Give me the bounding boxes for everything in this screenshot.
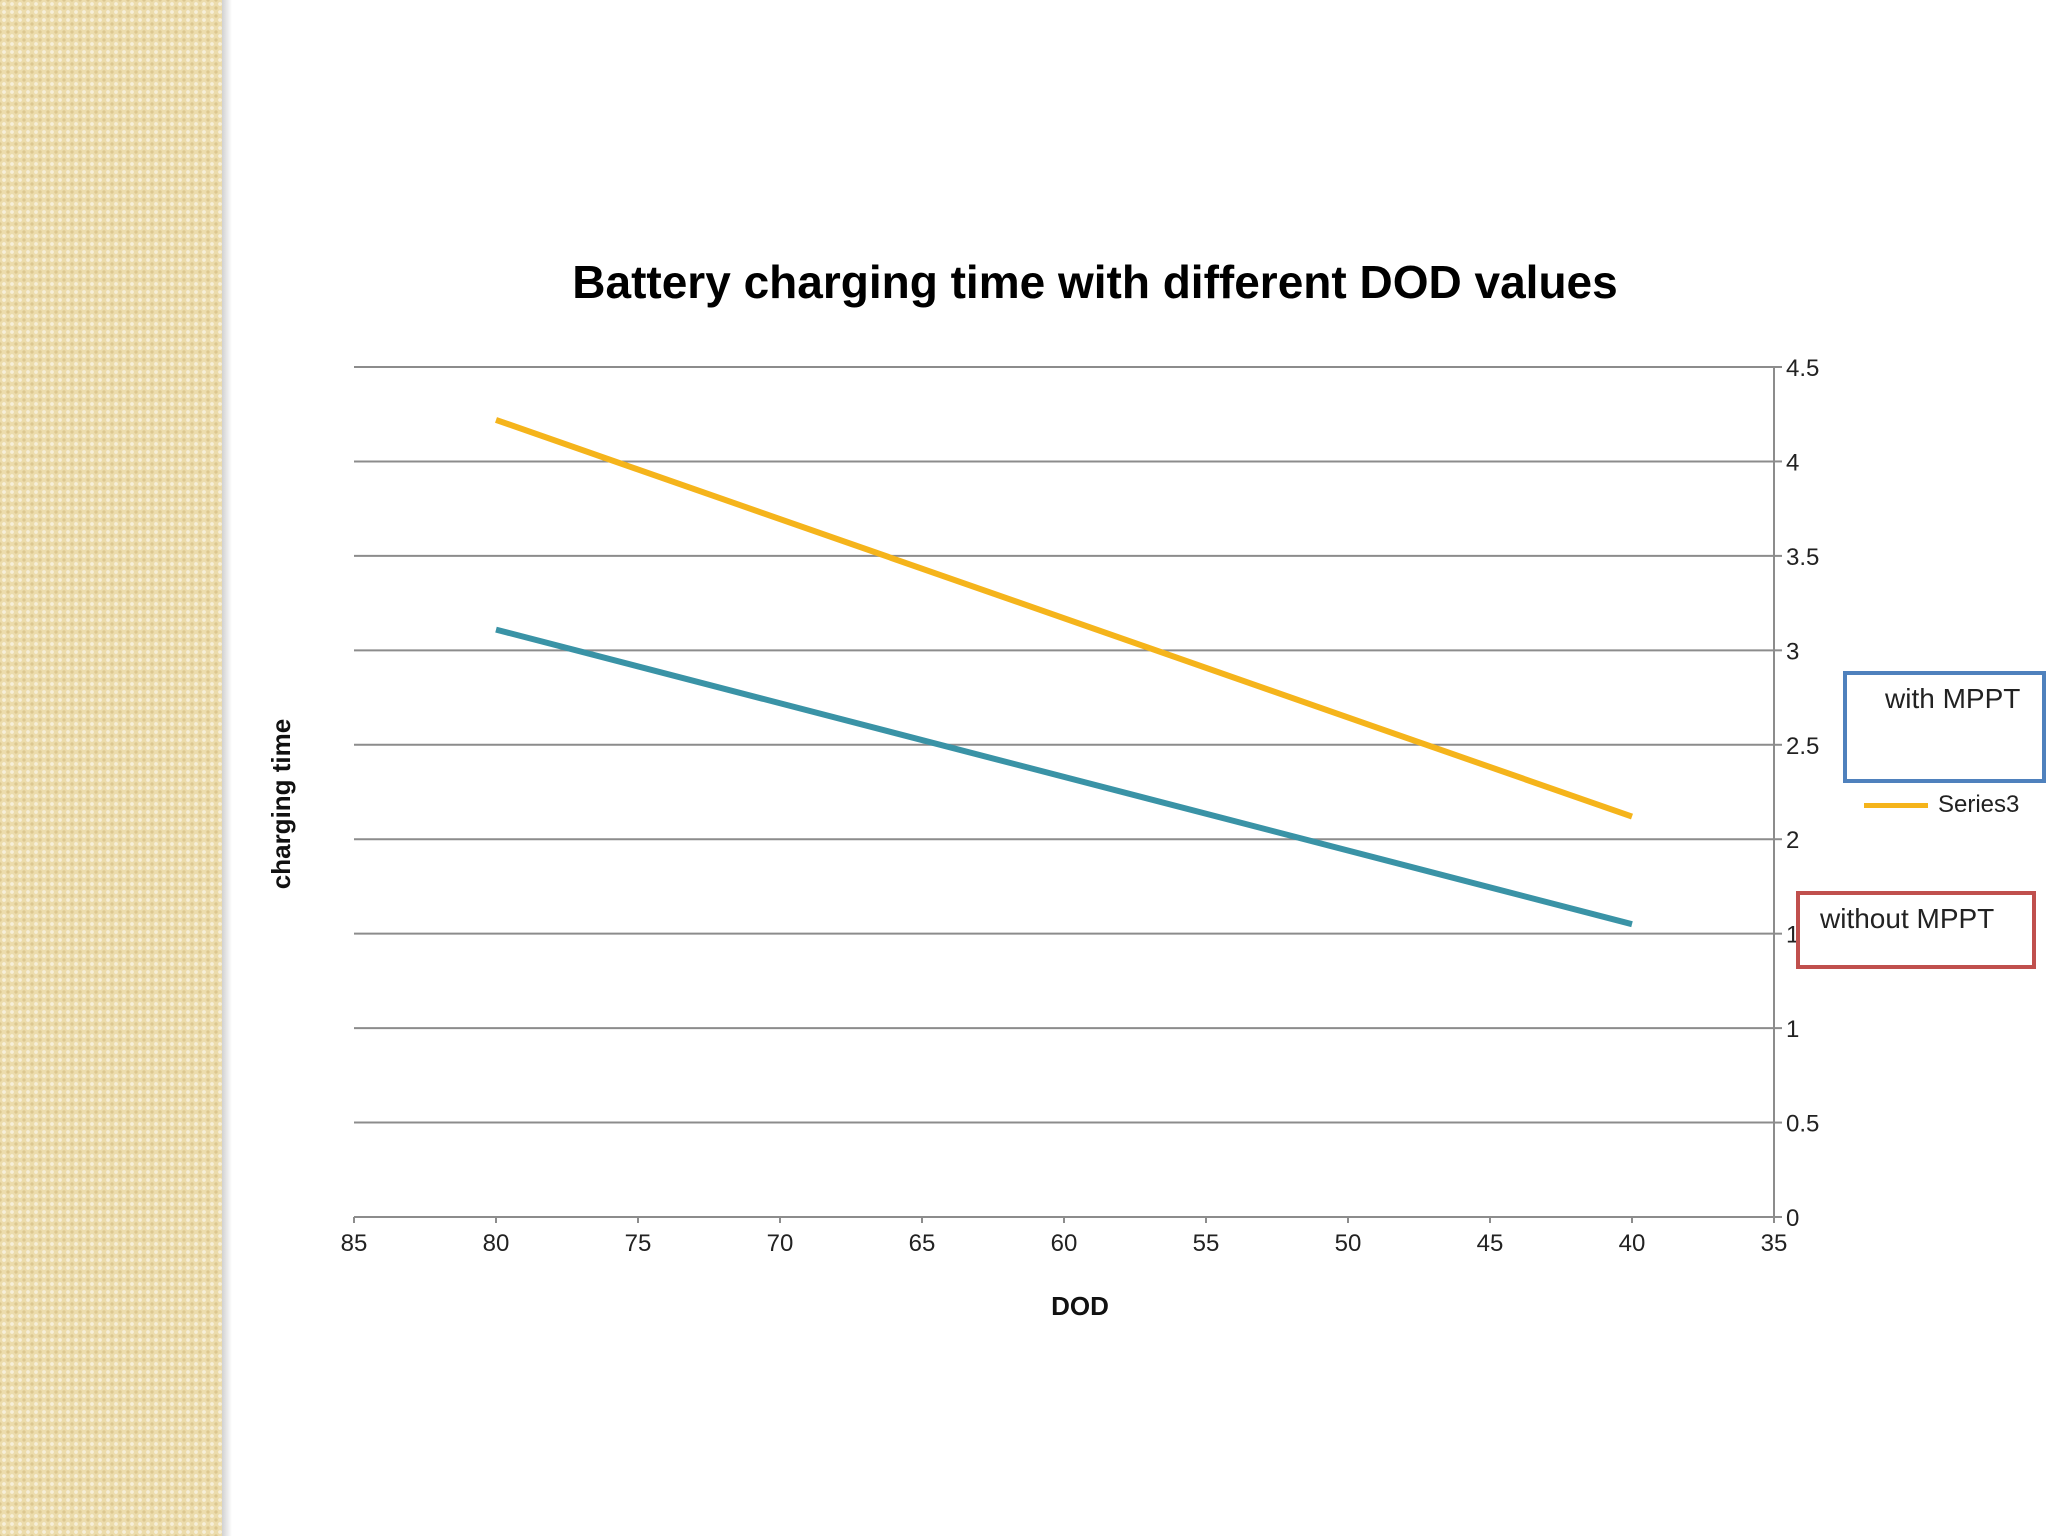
y-tick-label: 0.5 (1786, 1111, 1819, 1138)
series-line-1 (495, 417, 1633, 820)
legend-series3: Series3 (1864, 790, 2019, 820)
legend-without-mppt: without MPPT (1796, 891, 2036, 969)
y-tick-label: 3 (1786, 638, 1799, 665)
y-tick-label: 0 (1786, 1205, 1799, 1232)
x-tick-label: 60 (1051, 1230, 1078, 1257)
y-tick-label: 3.5 (1786, 544, 1819, 571)
x-axis-label: DOD (1051, 1291, 1109, 1321)
x-tick-label: 35 (1761, 1230, 1788, 1257)
x-tick-label: 50 (1335, 1230, 1362, 1257)
grid-lines (354, 366, 1774, 1124)
x-tick-label: 55 (1193, 1230, 1220, 1257)
series-lines (495, 417, 1633, 928)
slide-side-shadow (222, 0, 232, 1536)
y-axis-label: charging time (266, 719, 296, 889)
x-tick-label: 40 (1619, 1230, 1646, 1257)
legend-without-mppt-label: without MPPT (1820, 903, 1995, 934)
legend-with-mppt-label: with MPPT (1885, 683, 2021, 714)
chart-title: Battery charging time with different DOD… (572, 256, 1617, 308)
slide-side-texture (0, 0, 222, 1536)
x-tick-label: 65 (909, 1230, 936, 1257)
x-tick-label: 80 (483, 1230, 510, 1257)
y-tick-label: 1 (1786, 1016, 1799, 1043)
x-tick-label: 70 (767, 1230, 794, 1257)
x-tick-label: 85 (341, 1230, 368, 1257)
y-tick-label: 2 (1786, 827, 1799, 854)
legend-with-mppt: with MPPT (1843, 671, 2046, 783)
x-tick-label: 45 (1477, 1230, 1504, 1257)
legend-series3-swatch (1864, 802, 1928, 808)
y-tick-label: 2.5 (1786, 733, 1819, 760)
x-tick-labels: 85 80 75 70 65 60 55 50 45 40 35 (341, 1230, 1788, 1257)
y-tick-label: 4 (1786, 449, 1799, 476)
x-tick-label: 75 (625, 1230, 652, 1257)
series-line-2 (495, 626, 1633, 928)
axes (353, 366, 1782, 1223)
y-tick-label: 4.5 (1786, 355, 1819, 382)
legend-series3-label: Series3 (1938, 791, 2020, 818)
